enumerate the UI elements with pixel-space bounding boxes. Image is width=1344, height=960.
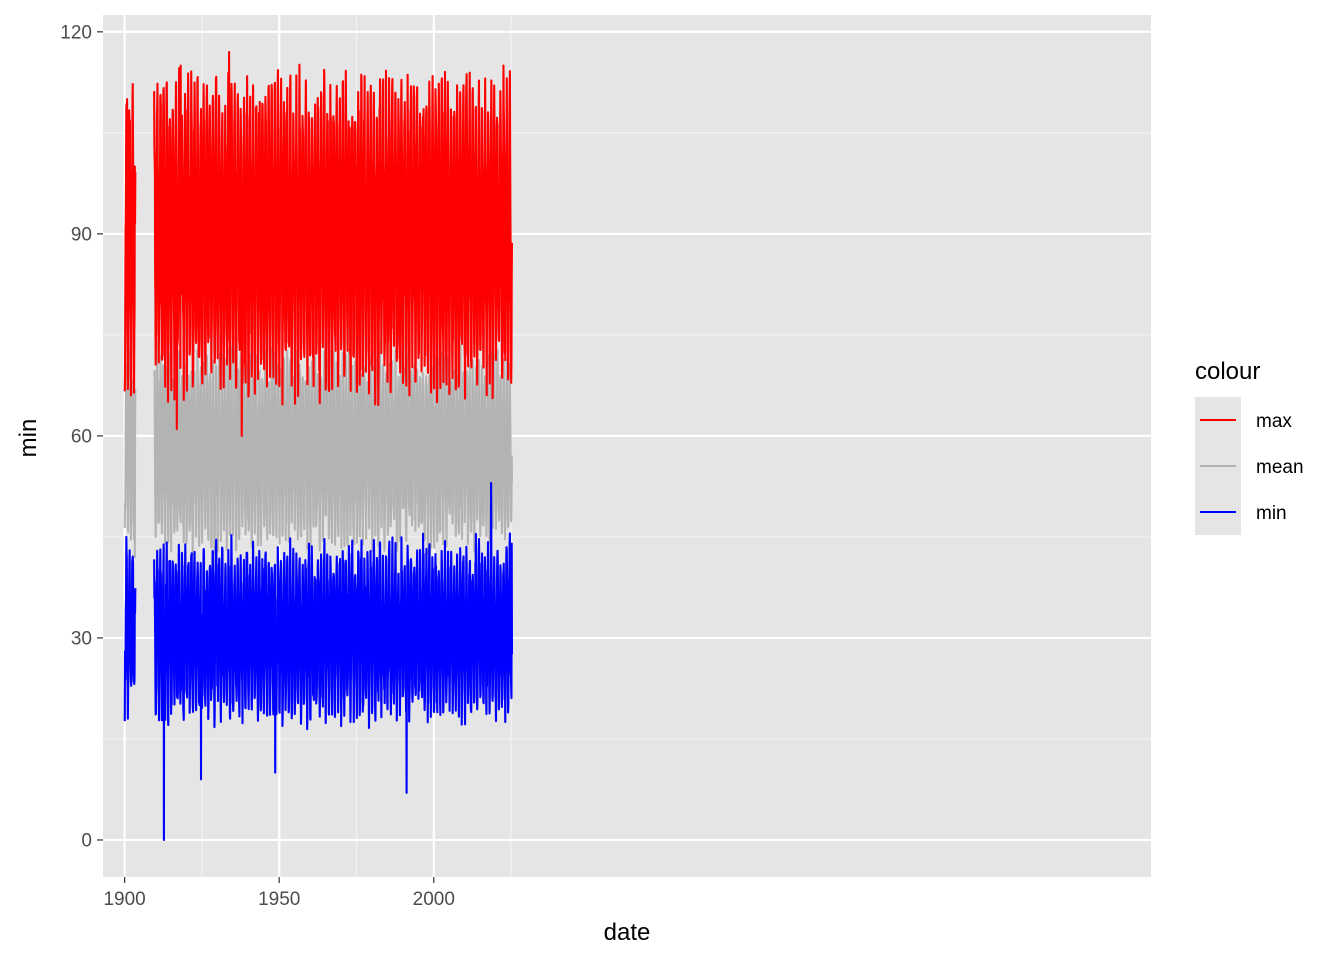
series-line-max: [123, 50, 514, 437]
y-axis-title: min: [15, 419, 42, 458]
y-tick-label: 90: [71, 224, 92, 245]
x-axis-title: date: [604, 919, 651, 946]
x-tick-label: 1950: [258, 889, 300, 910]
x-tick-label: 2000: [413, 889, 455, 910]
y-axis: 0 30 60 90 120: [60, 22, 103, 851]
y-tick-label: 30: [71, 628, 92, 649]
x-tick-label: 1900: [103, 889, 145, 910]
legend: colour max mean min: [1195, 358, 1304, 535]
y-tick-label: 120: [60, 22, 92, 43]
y-tick-label: 0: [81, 830, 92, 851]
legend-label-min: min: [1256, 503, 1287, 524]
legend-label-mean: mean: [1256, 457, 1304, 478]
legend-title: colour: [1195, 358, 1260, 385]
legend-entries: max mean min: [1200, 411, 1304, 524]
legend-label-max: max: [1256, 411, 1292, 432]
series-line-min: [123, 481, 514, 842]
series-line-mean: [123, 340, 514, 559]
series-layer: [123, 50, 514, 842]
x-axis: 1900 1950 2000: [103, 877, 455, 910]
y-tick-label: 60: [71, 426, 92, 447]
